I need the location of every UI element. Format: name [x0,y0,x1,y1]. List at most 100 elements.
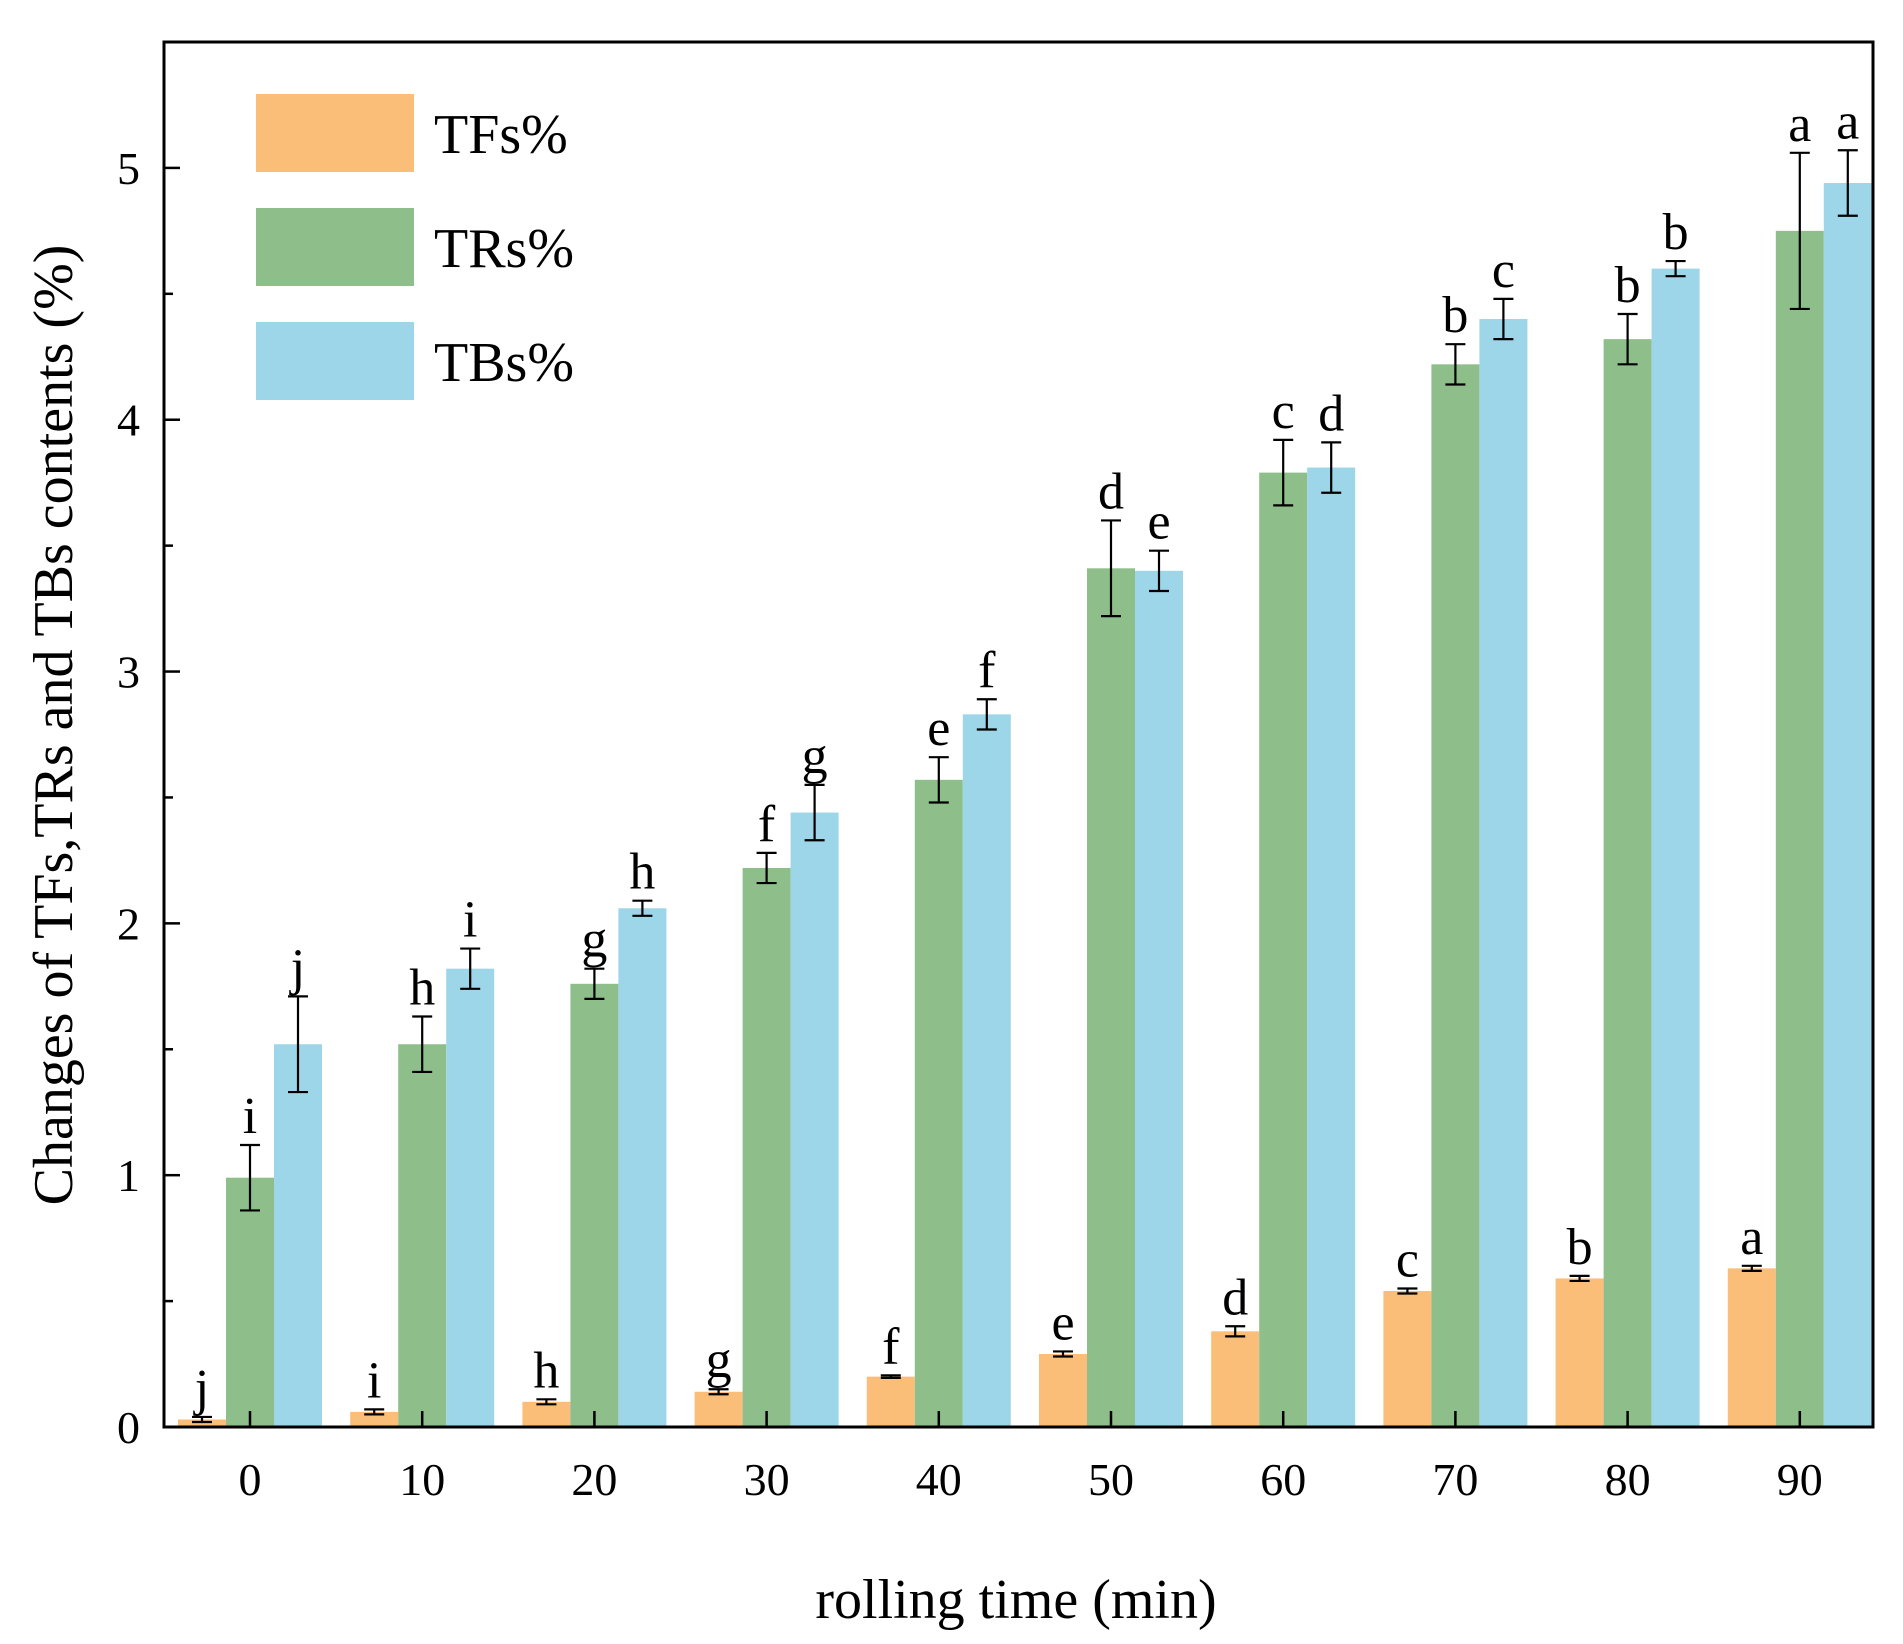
bar-trs-10 [398,1044,447,1427]
significance-letter-tbs-90: a [1836,93,1859,150]
x-tick-label: 60 [1260,1454,1306,1505]
legend-item-trs: TRs% [256,208,574,286]
significance-letter-trs-40: e [927,700,950,757]
error-bar-tfs-20 [536,1398,557,1406]
legend-label: TBs% [434,332,574,394]
error-bar-trs-40 [928,756,949,804]
bar-tfs-70 [1383,1291,1432,1427]
x-tick-label: 30 [744,1454,790,1505]
significance-letter-tbs-80: b [1663,204,1689,261]
error-bar-tfs-50 [1053,1350,1073,1358]
y-tick-label: 0 [117,1402,140,1453]
legend-label: TFs% [434,104,568,166]
bar-tfs-40 [866,1376,915,1427]
bar-tbs-70 [1479,319,1528,1427]
significance-letter-tfs-30: g [706,1332,732,1389]
significance-letter-tfs-90: a [1740,1209,1763,1266]
x-tick-label: 50 [1088,1454,1134,1505]
significance-letter-trs-80: b [1615,257,1641,314]
x-tick-label: 0 [239,1454,262,1505]
significance-letter-tbs-70: c [1492,242,1515,299]
bar-tfs-30 [694,1391,743,1427]
x-tick-label: 40 [916,1454,962,1505]
bar-tfs-80 [1555,1278,1604,1427]
x-tick-label: 80 [1605,1454,1651,1505]
significance-letter-trs-90: a [1788,96,1811,153]
legend-swatch [256,208,414,286]
x-tick-label: 20 [571,1454,617,1505]
significance-letter-tbs-40: f [978,642,996,699]
bar-tfs-0 [178,1419,226,1427]
y-axis-title: Changes of TFs,TRs and TBs contents (%) [23,245,85,1206]
error-bar-tbs-20 [632,899,653,917]
y-tick-label: 1 [117,1150,140,1201]
bar-tbs-60 [1307,467,1356,1427]
significance-letter-trs-60: c [1272,383,1295,440]
error-bar-tfs-40 [880,1374,901,1379]
error-bar-trs-30 [756,851,777,885]
significance-letter-tfs-50: e [1051,1294,1074,1351]
bar-trs-50 [1087,568,1135,1427]
error-bar-tfs-90 [1741,1264,1762,1272]
bar-tfs-10 [350,1411,399,1427]
bar-trs-40 [914,779,963,1427]
error-bar-trs-0 [240,1143,260,1212]
bar-tbs-0 [274,1044,322,1427]
bar-tbs-80 [1651,268,1700,1427]
significance-letter-tfs-10: i [367,1352,381,1409]
bar-trs-90 [1775,230,1824,1427]
error-bar-tfs-80 [1569,1274,1590,1283]
significance-letter-tbs-50: e [1147,494,1170,551]
bar-tfs-50 [1039,1353,1087,1427]
error-bar-tbs-0 [288,995,308,1094]
legend-label: TRs% [434,218,574,280]
error-bar-trs-70 [1445,343,1466,386]
significance-letter-trs-30: f [758,796,776,853]
significance-letter-tbs-10: i [463,892,477,949]
error-bar-tbs-90 [1837,149,1858,217]
error-bar-tfs-10 [364,1408,385,1416]
bar-trs-20 [570,983,619,1427]
error-bar-tbs-70 [1493,297,1514,341]
bar-tfs-20 [522,1401,571,1427]
error-bar-tfs-70 [1397,1287,1418,1295]
significance-letter-trs-70: b [1442,287,1468,344]
significance-letter-tbs-30: g [802,728,828,785]
legend: TFs% TRs% TBs% [256,94,574,400]
significance-letter-tfs-0: j [193,1360,209,1417]
error-bar-tbs-50 [1149,549,1169,593]
y-tick-label: 2 [117,898,140,949]
legend-item-tfs: TFs% [256,94,568,172]
bar-tbs-20 [618,908,667,1427]
error-bar-tfs-60 [1225,1325,1246,1338]
bar-trs-60 [1259,472,1308,1427]
errorbars-layer [192,149,1858,1424]
plot-frame [162,40,1875,1429]
significance-letter-tbs-0: j [289,939,305,996]
significance-letter-tbs-20: h [629,844,655,901]
significance-letter-tbs-60: d [1318,385,1344,442]
y-tick-label: 4 [117,395,140,446]
error-bar-tbs-80 [1665,259,1686,278]
significance-letter-tfs-70: c [1396,1232,1419,1289]
significance-letter-tfs-40: f [882,1318,900,1375]
error-bar-trs-50 [1101,519,1121,618]
significance-letter-trs-50: d [1098,463,1124,520]
error-bar-trs-90 [1789,151,1810,311]
x-tick-label: 70 [1432,1454,1478,1505]
bar-trs-80 [1603,339,1652,1427]
x-tick-label: 90 [1777,1454,1823,1505]
significance-letter-tfs-20: h [533,1342,559,1399]
bars-layer [178,183,1872,1427]
legend-item-tbs: TBs% [256,322,574,400]
bar-tfs-90 [1727,1268,1776,1427]
significance-letter-tfs-80: b [1567,1219,1593,1276]
bar-trs-70 [1431,364,1480,1427]
x-tick-label: 10 [399,1454,445,1505]
error-bar-tfs-0 [192,1415,212,1424]
error-bar-trs-80 [1617,312,1638,366]
bar-tbs-30 [790,812,839,1427]
